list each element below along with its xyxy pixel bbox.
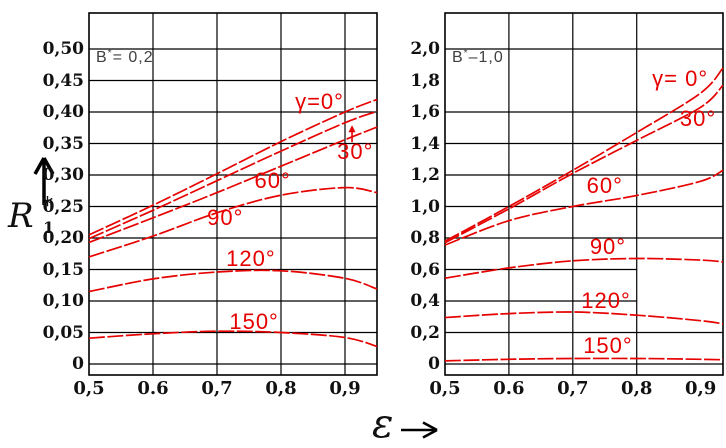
- y-tick-label: 0,20: [42, 228, 84, 248]
- x-tick-label: 0,8: [265, 378, 297, 399]
- x-tick-label: 0,7: [557, 378, 589, 399]
- y-tick-label: 0,8: [410, 228, 440, 248]
- curve-label-gamma-30: 30°: [337, 139, 374, 165]
- x-tick-label: 0.6: [493, 378, 525, 399]
- y-axis-title: R * 1: [6, 194, 66, 246]
- curve-label-gamma-90: 90°: [207, 204, 244, 230]
- y-tick-label: 0: [428, 354, 440, 374]
- y-tick-label: 0,45: [42, 70, 84, 91]
- curve-gamma-90: [444, 257, 724, 280]
- x-tick-label: 0,9: [684, 378, 717, 399]
- curve-gamma-60: [444, 169, 724, 246]
- curve-label-gamma-0: γ=0°: [295, 88, 344, 114]
- x-axis-arrowhead-icon: [422, 421, 438, 439]
- x-tick-label: 0,8: [621, 378, 653, 399]
- curve-gamma-150: [88, 330, 378, 348]
- curve-label-gamma-150: 150°: [583, 332, 633, 358]
- y-tick-label: 0,6: [410, 259, 440, 280]
- y-axis-symbol: R: [8, 196, 34, 236]
- curve-label-gamma-120: 120°: [581, 288, 631, 313]
- curve-gamma-30: [88, 110, 378, 240]
- y-axis-superscript: *: [42, 194, 53, 219]
- y-tick-label: 1,6: [410, 102, 440, 122]
- y-tick-label: 0,15: [42, 259, 84, 280]
- y-tick-label: 0,35: [42, 133, 84, 154]
- x-axis-symbol: ε: [372, 401, 394, 447]
- y-tick-label: 0,50: [42, 39, 84, 59]
- curve-label-gamma-90: 90°: [589, 233, 627, 259]
- y-tick-label: 2,0: [410, 39, 440, 59]
- x-axis-title: ε: [372, 403, 393, 445]
- y-tick-label: 0: [72, 354, 84, 374]
- x-tick-label: 0,5: [73, 378, 105, 399]
- curve-gamma-0: [88, 98, 378, 236]
- y-tick-label: 1,8: [410, 70, 440, 91]
- curve-label-gamma-0: γ= 0°: [652, 65, 709, 91]
- x-tick-label: 0,5: [429, 378, 461, 399]
- curve-gamma-30: [444, 84, 724, 244]
- param-label-right: B*–1,0: [452, 48, 504, 66]
- y-tick-label: 0,2: [410, 322, 440, 343]
- curve-label-gamma-150: 150°: [229, 309, 279, 335]
- y-tick-label: 0,4: [410, 291, 440, 311]
- plot-frame: [444, 12, 724, 376]
- y-tick-label: 1,0: [410, 196, 440, 217]
- curve-gamma-120: [444, 311, 724, 325]
- y-tick-label: 0,25: [42, 196, 84, 217]
- curve-gamma-150: [444, 357, 724, 362]
- y-tick-label: 1,4: [410, 133, 440, 154]
- plot-frame: [88, 12, 378, 376]
- y-tick-label: 0,40: [42, 102, 84, 122]
- curve-label-gamma-30: 30°: [679, 106, 717, 132]
- x-tick-label: 0,7: [201, 378, 233, 399]
- curve-gamma-0: [444, 67, 724, 242]
- y-axis-arrowhead-icon: [33, 157, 55, 175]
- y-tick-label: 0,05: [42, 322, 84, 343]
- curve-label-gamma-60: 60°: [586, 173, 623, 199]
- param-label-left: B*= 0,2: [96, 48, 154, 66]
- y-tick-label: 0,10: [42, 291, 84, 311]
- x-tick-label: 0.6: [137, 378, 169, 399]
- curve-gamma-90: [88, 186, 378, 258]
- y-tick-label: 1,2: [410, 165, 440, 185]
- curve-gamma-120: [88, 269, 378, 293]
- curve-label-gamma-120: 120°: [226, 246, 276, 272]
- x-tick-label: 0,9: [329, 378, 361, 399]
- y-axis-subscript: 1: [43, 218, 55, 237]
- curve-gamma-60: [88, 126, 378, 244]
- label-arrowhead-gamma-30: [348, 125, 356, 133]
- curve-label-gamma-60: 60°: [254, 168, 291, 194]
- y-tick-label: 0,30: [42, 165, 84, 185]
